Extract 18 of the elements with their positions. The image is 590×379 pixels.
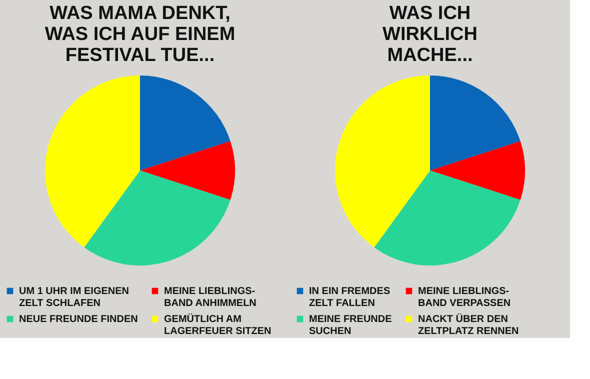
legend-label: MEINE LIEBLINGS- BAND ANHIMMELN: [164, 286, 256, 309]
pie-slice: [430, 141, 525, 200]
legend-label: NACKT ÜBER DEN ZELTPLATZ RENNEN: [418, 313, 519, 337]
pie-slice: [430, 76, 520, 170]
legend-label: MEINE LIEBLINGS- BAND VERPASSEN: [418, 286, 511, 309]
legend-label: UM 1 UHR IM EIGENEN ZELT SCHLAFEN: [19, 286, 130, 309]
legend-label: MEINE FREUNDE SUCHEN: [309, 314, 392, 337]
chart-title: WAS MAMA DENKT, WAS ICH AUF EINEM FESTIVAL TUE...: [44, 3, 236, 66]
pie-slice: [84, 170, 230, 266]
pie-slice: [374, 170, 520, 266]
legend-label: NEUE FREUNDE FINDEN: [19, 314, 138, 325]
pie-slice: [335, 76, 430, 248]
pie-slice: [140, 141, 235, 200]
legend-label: IN EIN FREMDES ZELT FALLEN: [309, 286, 390, 309]
chart-title: WAS ICH WIRKLICH MACHE...: [382, 3, 478, 66]
pie-slice: [45, 76, 140, 248]
legend-label: GEMÜTLICH AM LAGERFEUER SITZEN: [164, 313, 272, 337]
pie-slice: [140, 76, 230, 170]
